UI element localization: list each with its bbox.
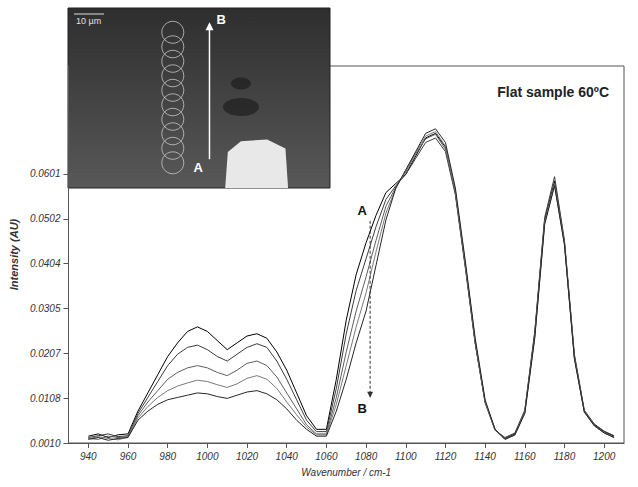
svg-text:Flat sample 60ºC: Flat sample 60ºC — [497, 84, 609, 100]
svg-text:1060: 1060 — [315, 451, 338, 462]
svg-text:0.0502: 0.0502 — [30, 213, 61, 224]
svg-text:960: 960 — [120, 451, 137, 462]
svg-text:0.0404: 0.0404 — [30, 258, 61, 269]
svg-text:0.0010: 0.0010 — [30, 438, 61, 449]
svg-text:1080: 1080 — [355, 451, 378, 462]
svg-text:Wavenumber / cm-1: Wavenumber / cm-1 — [301, 467, 391, 478]
svg-text:1120: 1120 — [435, 451, 457, 462]
svg-text:1040: 1040 — [276, 451, 299, 462]
svg-text:B: B — [216, 12, 225, 27]
svg-text:1200: 1200 — [593, 451, 616, 462]
svg-text:1020: 1020 — [236, 451, 259, 462]
svg-text:1160: 1160 — [514, 451, 536, 462]
svg-text:940: 940 — [80, 451, 97, 462]
svg-text:B: B — [357, 401, 366, 416]
svg-text:A: A — [193, 160, 203, 175]
svg-text:980: 980 — [159, 451, 176, 462]
svg-text:0.0108: 0.0108 — [30, 393, 61, 404]
svg-text:1100: 1100 — [395, 451, 417, 462]
svg-text:10 µm: 10 µm — [76, 16, 101, 26]
svg-text:1180: 1180 — [554, 451, 576, 462]
svg-text:1140: 1140 — [474, 451, 496, 462]
svg-text:0.0601: 0.0601 — [30, 168, 61, 179]
svg-text:0.0305: 0.0305 — [30, 303, 61, 314]
svg-text:A: A — [357, 203, 367, 218]
svg-text:0.0207: 0.0207 — [30, 348, 61, 359]
svg-text:1000: 1000 — [196, 451, 219, 462]
svg-text:Intensity (AU): Intensity (AU) — [8, 218, 20, 290]
